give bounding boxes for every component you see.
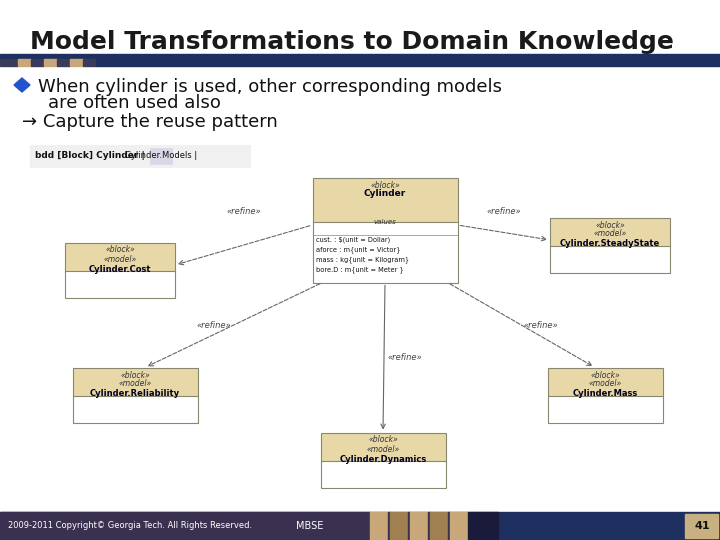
Bar — [73, 368, 197, 422]
Bar — [448, 512, 450, 540]
Bar — [550, 218, 670, 273]
Bar — [150, 148, 172, 164]
Bar — [390, 512, 408, 540]
Bar — [430, 512, 448, 540]
Text: bdd [Block] Cylinder |: bdd [Block] Cylinder | — [35, 152, 151, 160]
Text: Model Transformations to Domain Knowledge: Model Transformations to Domain Knowledg… — [30, 30, 674, 54]
Text: Cylinder.Cost: Cylinder.Cost — [89, 265, 151, 273]
Text: 2009-2011 Copyright© Georgia Tech. All Rights Reserved.: 2009-2011 Copyright© Georgia Tech. All R… — [8, 522, 252, 530]
Text: MBSE: MBSE — [297, 521, 324, 531]
Bar — [18, 59, 31, 66]
Bar — [428, 512, 430, 540]
Bar — [312, 178, 457, 282]
Bar — [320, 433, 446, 488]
Bar — [410, 512, 428, 540]
Text: «block»: «block» — [105, 246, 135, 254]
Text: Cylinder.SteadyState: Cylinder.SteadyState — [560, 240, 660, 248]
Text: «model»: «model» — [593, 230, 626, 239]
Text: aforce : m{unit = Victor}: aforce : m{unit = Victor} — [315, 247, 400, 253]
Bar — [312, 178, 457, 221]
Bar — [30, 145, 250, 167]
Text: When cylinder is used, other corresponding models: When cylinder is used, other correspondi… — [38, 78, 502, 96]
Text: Cylinder.Dynamics: Cylinder.Dynamics — [339, 455, 427, 463]
Bar — [550, 218, 670, 273]
Text: Cylinder.Models |: Cylinder.Models | — [125, 152, 197, 160]
Text: «block»: «block» — [595, 220, 625, 230]
Bar — [73, 368, 197, 422]
Text: Cylinder: Cylinder — [364, 190, 406, 199]
Bar — [388, 512, 390, 540]
Text: cust. : $(unit = Dollar): cust. : $(unit = Dollar) — [315, 237, 390, 243]
Bar — [31, 59, 44, 66]
Bar — [70, 59, 83, 66]
Text: bore.D : m{unit = Meter }: bore.D : m{unit = Meter } — [315, 267, 403, 273]
Text: «model»: «model» — [118, 380, 152, 388]
Text: «refine»: «refine» — [197, 321, 231, 329]
Text: values: values — [374, 219, 397, 225]
Bar — [30, 145, 700, 512]
Bar — [408, 512, 410, 540]
Bar — [468, 512, 498, 540]
Bar — [450, 512, 468, 540]
Bar — [320, 433, 446, 488]
Text: Cylinder.Mass: Cylinder.Mass — [572, 389, 638, 399]
Text: mass : kg{unit = Kilogram}: mass : kg{unit = Kilogram} — [315, 256, 409, 264]
Text: «model»: «model» — [366, 444, 400, 454]
Text: «refine»: «refine» — [487, 207, 521, 217]
Text: Cylinder.Reliability: Cylinder.Reliability — [90, 389, 180, 399]
Bar — [550, 218, 670, 246]
Text: «refine»: «refine» — [226, 207, 261, 217]
Bar — [547, 368, 662, 396]
Bar — [547, 368, 662, 422]
Text: → Capture the reuse pattern: → Capture the reuse pattern — [22, 113, 278, 131]
Bar — [0, 512, 370, 540]
Text: «block»: «block» — [370, 180, 400, 190]
Bar — [57, 59, 70, 66]
Bar — [320, 433, 446, 461]
Bar — [44, 59, 57, 66]
Text: «model»: «model» — [104, 254, 137, 264]
Bar — [685, 514, 718, 538]
Text: «refine»: «refine» — [524, 321, 559, 329]
Bar — [312, 178, 457, 282]
Bar — [370, 512, 388, 540]
Text: «model»: «model» — [588, 380, 621, 388]
Text: 41: 41 — [694, 521, 710, 531]
Bar — [0, 512, 720, 540]
Text: are often used also: are often used also — [48, 94, 221, 112]
Bar — [73, 368, 197, 396]
Bar — [83, 59, 96, 66]
Text: «refine»: «refine» — [387, 353, 423, 362]
Text: «block»: «block» — [590, 370, 620, 380]
Text: «block»: «block» — [368, 435, 398, 444]
Bar — [96, 59, 720, 66]
Text: «block»: «block» — [120, 370, 150, 380]
Bar — [0, 54, 720, 59]
Bar — [0, 59, 18, 66]
Bar — [65, 242, 175, 298]
Bar — [547, 368, 662, 422]
Bar — [65, 242, 175, 298]
Polygon shape — [14, 78, 30, 92]
Bar — [65, 242, 175, 271]
